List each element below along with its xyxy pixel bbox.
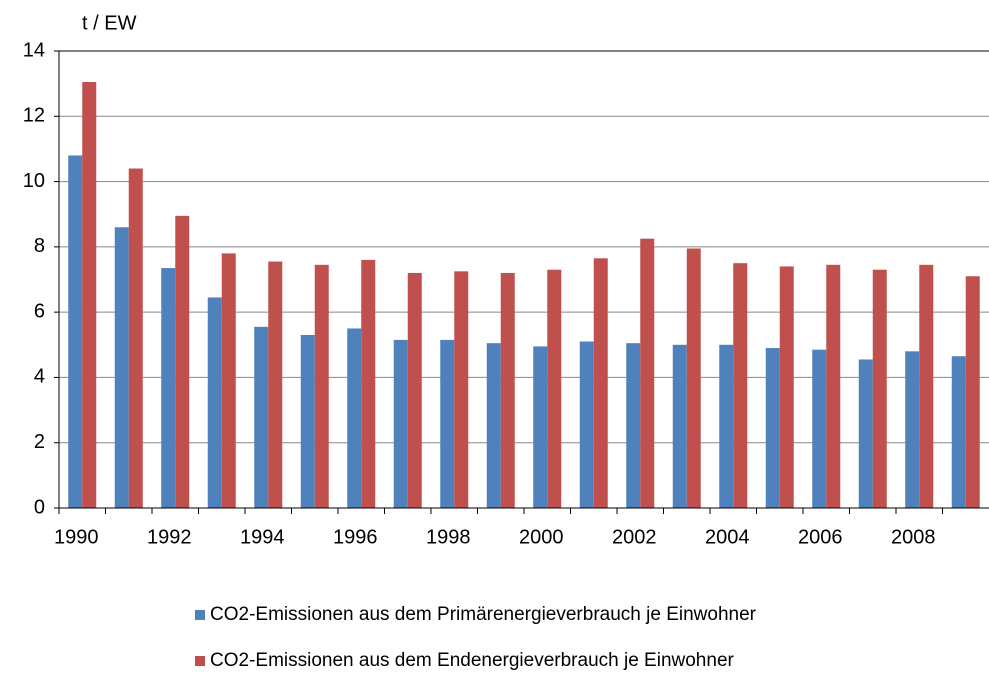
bar: [672, 344, 687, 508]
bar: [221, 253, 236, 508]
bar: [440, 339, 455, 508]
bar: [161, 268, 176, 508]
x-tick-label: 1994: [240, 526, 285, 548]
bar: [686, 248, 701, 508]
bar: [500, 272, 515, 508]
bar: [547, 269, 562, 508]
bar: [114, 227, 129, 508]
y-tick-label: 4: [34, 366, 45, 388]
y-tick-label: 6: [34, 300, 45, 322]
x-tick-label: 2002: [612, 526, 657, 548]
bar: [347, 328, 362, 508]
x-tick-label: 2000: [519, 526, 564, 548]
bar: [733, 263, 748, 508]
bar: [268, 261, 283, 508]
bar: [826, 264, 841, 508]
legend-swatch: [195, 656, 205, 666]
bar: [812, 349, 827, 508]
bar: [254, 326, 269, 508]
x-tick-label: 2008: [891, 526, 936, 548]
x-tick-label: 1998: [426, 526, 471, 548]
y-tick-label: 0: [34, 496, 45, 518]
bar: [454, 271, 469, 508]
bar: [593, 258, 608, 508]
bar: [68, 155, 83, 508]
bar: [858, 359, 873, 508]
bar: [361, 259, 376, 508]
bar: [951, 356, 966, 508]
y-tick-label: 14: [23, 39, 45, 61]
y-tick-label: 10: [23, 170, 45, 192]
bar: [314, 264, 329, 508]
x-tick-label: 1990: [54, 526, 99, 548]
bar: [640, 238, 655, 509]
x-tick-label: 1992: [147, 526, 192, 548]
bar: [486, 343, 501, 508]
bar: [719, 344, 734, 508]
bar: [965, 276, 980, 508]
bar: [207, 297, 222, 508]
bar: [300, 334, 315, 508]
bar: [579, 341, 594, 508]
legend-label: CO2-Emissionen aus dem Primärenergieverb…: [210, 604, 757, 625]
x-tick-label: 2006: [798, 526, 843, 548]
x-tick-label: 2004: [705, 526, 750, 548]
bar: [626, 343, 641, 508]
bar: [919, 264, 934, 508]
bar: [175, 215, 190, 508]
bar: [407, 272, 422, 508]
y-axis-label: t / EW: [82, 12, 137, 34]
bar: [779, 266, 794, 508]
bar: [765, 348, 780, 508]
y-tick-label: 12: [23, 105, 45, 127]
bar: [128, 168, 143, 508]
bar: [533, 346, 548, 508]
bar: [393, 339, 408, 508]
bar: [872, 269, 887, 508]
bar: [82, 82, 97, 508]
y-tick-label: 2: [34, 431, 45, 453]
x-tick-label: 1996: [333, 526, 378, 548]
legend-label: CO2-Emissionen aus dem Endenergieverbrau…: [210, 650, 735, 671]
y-tick-label: 8: [34, 235, 45, 257]
legend-swatch: [195, 610, 205, 620]
bar: [905, 351, 920, 508]
